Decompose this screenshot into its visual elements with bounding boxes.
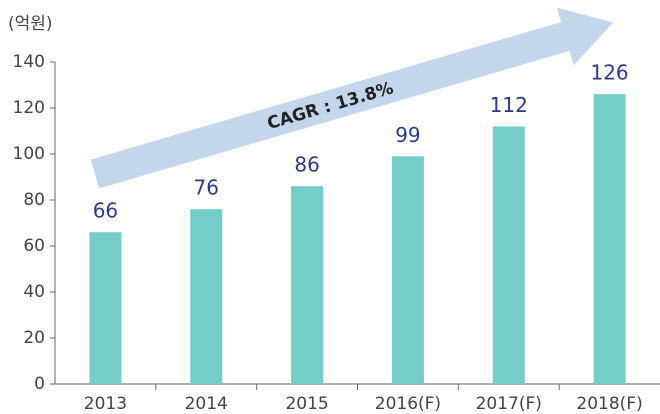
data-label: 126 xyxy=(590,61,628,85)
data-label: 66 xyxy=(93,199,118,223)
data-label: 99 xyxy=(395,123,420,147)
x-tick-label: 2018(F) xyxy=(576,394,642,414)
bar xyxy=(391,156,424,384)
x-tick-label: 2015 xyxy=(285,394,328,414)
data-label: 112 xyxy=(490,93,528,117)
y-tick-label: 140 xyxy=(13,52,45,72)
data-label: 76 xyxy=(194,176,219,200)
y-tick-label: 120 xyxy=(13,98,45,118)
y-tick-label: 20 xyxy=(23,328,45,348)
y-tick-label: 80 xyxy=(23,190,45,210)
data-label: 86 xyxy=(294,153,319,177)
x-tick-label: 2013 xyxy=(84,394,127,414)
x-tick-label: 2017(F) xyxy=(476,394,542,414)
y-tick-label: 0 xyxy=(34,374,45,394)
bar xyxy=(593,94,626,384)
x-tick-label: 2016(F) xyxy=(375,394,441,414)
bar xyxy=(492,126,525,385)
x-tick-label: 2014 xyxy=(185,394,228,414)
cagr-arrow: CAGR : 13.8% xyxy=(90,7,614,189)
bar xyxy=(89,232,122,384)
bar xyxy=(190,209,223,384)
y-axis-label: (억원) xyxy=(8,14,53,34)
y-tick-label: 100 xyxy=(13,144,45,164)
y-tick-label: 40 xyxy=(23,282,45,302)
y-tick-label: 60 xyxy=(23,236,45,256)
bar xyxy=(291,186,324,384)
